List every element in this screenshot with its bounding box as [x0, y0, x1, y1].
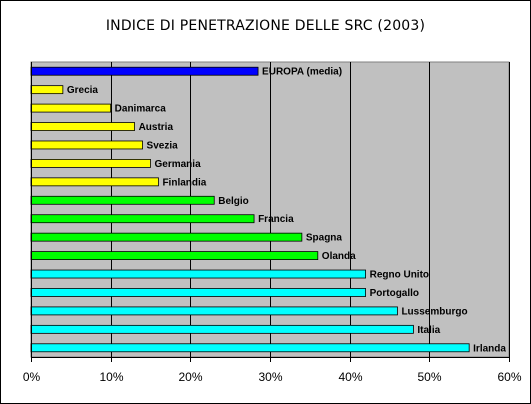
- bar: [30, 214, 255, 224]
- bar-label: Irlanda: [473, 343, 506, 354]
- x-tick-label: 60%: [497, 370, 521, 384]
- x-tick-label: 20%: [178, 370, 202, 384]
- bar: [30, 122, 135, 131]
- bar-label: EUROPA (media): [262, 67, 342, 78]
- bar-label: Finlandia: [162, 177, 206, 188]
- bar-label: Francia: [258, 214, 294, 225]
- bar-label: Svezia: [147, 140, 179, 151]
- bar: [30, 343, 470, 353]
- x-tick-label: 40%: [338, 370, 362, 384]
- bar: [30, 195, 215, 205]
- bar-label: Spagna: [306, 233, 343, 244]
- bar-label: Danimarca: [115, 104, 167, 115]
- x-tick-label: 30%: [258, 370, 282, 384]
- bar: [30, 159, 151, 168]
- bar-label: Grecia: [67, 85, 99, 96]
- x-tick-label: 10%: [99, 370, 123, 384]
- bar-label: Regno Unito: [370, 270, 429, 281]
- bar-label: Italia: [417, 325, 440, 336]
- bar: [30, 177, 159, 187]
- bar-label: Lussemburgo: [401, 306, 467, 317]
- bar: [30, 103, 112, 113]
- bar-label: Germania: [155, 159, 202, 170]
- bar: [30, 306, 398, 316]
- bar: [30, 85, 64, 95]
- bar: [30, 288, 367, 297]
- bar-label: Olanda: [322, 251, 356, 262]
- bar: [30, 232, 303, 242]
- bar: [30, 66, 259, 76]
- bar: [30, 251, 319, 260]
- bar: [30, 324, 414, 334]
- chart-title: INDICE DI PENETRAZIONE DELLE SRC (2003): [105, 18, 426, 34]
- bar-label: Austria: [139, 122, 174, 133]
- x-tick-label: 0%: [23, 370, 41, 384]
- bar-label: Belgio: [218, 196, 249, 207]
- bar: [30, 140, 143, 150]
- x-tick-label: 50%: [417, 370, 441, 384]
- bar-label: Portogallo: [370, 288, 419, 299]
- bar: [30, 269, 367, 279]
